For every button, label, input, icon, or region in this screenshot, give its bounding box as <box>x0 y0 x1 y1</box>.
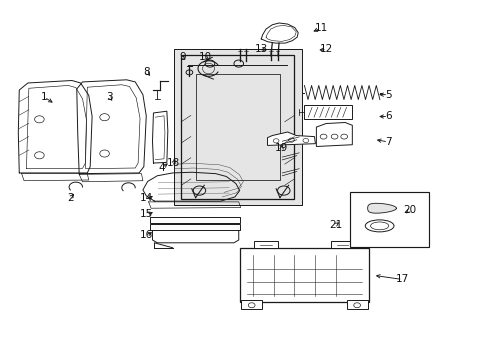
Bar <box>346 300 367 310</box>
Bar <box>241 300 262 310</box>
Text: 6: 6 <box>384 112 391 121</box>
Bar <box>330 241 354 248</box>
Text: 7: 7 <box>384 137 391 147</box>
Bar <box>195 74 280 180</box>
Text: 19: 19 <box>275 143 288 153</box>
Text: 8: 8 <box>142 67 149 77</box>
Text: 1: 1 <box>41 92 47 102</box>
Text: 13: 13 <box>255 45 268 54</box>
Text: 14: 14 <box>140 193 153 203</box>
Bar <box>149 224 239 230</box>
Text: 4: 4 <box>159 163 165 173</box>
Text: 12: 12 <box>320 45 333 54</box>
Polygon shape <box>267 132 315 145</box>
Ellipse shape <box>370 222 388 230</box>
Text: 16: 16 <box>140 230 153 240</box>
Bar <box>149 217 239 223</box>
Bar <box>173 49 302 205</box>
Bar <box>173 49 302 205</box>
Text: 21: 21 <box>328 220 342 230</box>
Bar <box>304 105 351 119</box>
Ellipse shape <box>365 220 393 232</box>
Text: 15: 15 <box>140 209 153 219</box>
Text: 17: 17 <box>395 274 408 284</box>
Text: 9: 9 <box>179 52 185 62</box>
Bar <box>254 241 278 248</box>
Polygon shape <box>367 203 396 213</box>
Text: 11: 11 <box>314 23 327 33</box>
Text: 18: 18 <box>166 158 180 168</box>
Text: 10: 10 <box>198 52 211 62</box>
Text: 2: 2 <box>67 193 74 203</box>
Bar <box>181 55 294 199</box>
Text: 20: 20 <box>403 205 416 215</box>
Text: 5: 5 <box>384 90 391 100</box>
Bar <box>239 248 368 302</box>
Bar <box>349 192 428 247</box>
Polygon shape <box>316 122 351 147</box>
Text: 3: 3 <box>106 92 112 102</box>
